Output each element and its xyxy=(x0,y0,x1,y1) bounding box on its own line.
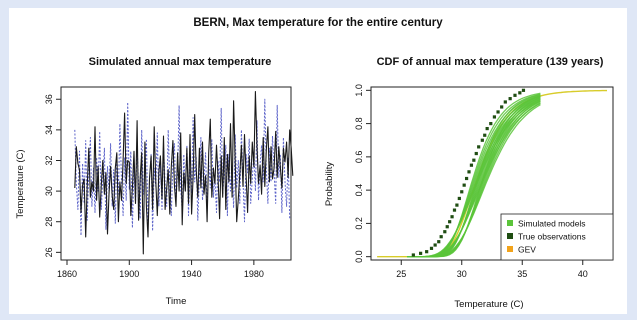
time-series-chart: Simulated annual max temperature Time Te… xyxy=(15,56,294,307)
observation-point xyxy=(518,91,522,95)
x-tick-label: 40 xyxy=(578,269,588,279)
figure-panel: BERN, Max temperature for the entire cen… xyxy=(9,8,627,314)
left-chart-title: Simulated annual max temperature xyxy=(89,56,272,68)
x-tick-label: 30 xyxy=(457,269,467,279)
observation-point xyxy=(480,138,484,142)
observation-point xyxy=(448,220,452,224)
x-tick-label: 25 xyxy=(396,269,406,279)
y-tick-label: 0.4 xyxy=(354,184,364,197)
y-tick-label: 0.6 xyxy=(354,151,364,164)
simulated-model-cdf xyxy=(407,102,541,258)
left-plot-area: 26 28 30 32 34 36 1860 1900 1940 1980 xyxy=(44,91,294,279)
right-chart-xlabel: Temperature (C) xyxy=(454,299,523,310)
x-tick-label: 1900 xyxy=(119,269,139,279)
x-tick-label: 1980 xyxy=(244,269,264,279)
observation-point xyxy=(433,243,437,247)
series-line-simulated xyxy=(74,91,294,255)
legend-box xyxy=(500,213,614,261)
observation-point xyxy=(437,240,441,244)
observation-point xyxy=(489,121,493,126)
y-tick-label: 0.8 xyxy=(354,117,364,130)
observation-point xyxy=(469,163,474,167)
right-chart-title: CDF of annual max temperature (139 years… xyxy=(377,56,604,68)
legend: Simulated models True observations GEV xyxy=(500,213,614,261)
x-tick-label: 35 xyxy=(517,269,527,279)
y-tick-label: 26 xyxy=(44,247,54,257)
legend-label-observations: True observations xyxy=(518,232,586,242)
y-tick-label: 0.2 xyxy=(354,217,364,230)
legend-marker-observations xyxy=(507,233,513,239)
legend-marker-simulated xyxy=(507,220,513,226)
observation-point xyxy=(455,203,459,207)
y-tick-label: 34 xyxy=(44,125,54,135)
observation-point xyxy=(419,251,423,255)
figure-svg: BERN, Max temperature for the entire cen… xyxy=(15,17,614,310)
cdf-chart: CDF of annual max temperature (139 years… xyxy=(324,56,614,310)
legend-label-simulated: Simulated models xyxy=(518,219,586,229)
y-tick-label: 32 xyxy=(44,155,54,165)
observation-point xyxy=(462,183,466,187)
observation-point xyxy=(439,235,443,239)
observation-point xyxy=(443,230,447,234)
observation-point xyxy=(477,145,481,149)
observation-point xyxy=(485,126,489,131)
observation-point xyxy=(513,93,517,97)
observation-point xyxy=(508,97,512,101)
y-tick-label: 1.0 xyxy=(354,84,364,97)
x-tick-label: 1860 xyxy=(57,269,77,279)
observation-point xyxy=(450,215,454,219)
right-chart-ylabel: Probability xyxy=(324,162,335,207)
observation-point xyxy=(496,110,500,114)
observation-point xyxy=(521,88,526,92)
legend-marker-gev xyxy=(507,246,513,252)
observation-point xyxy=(467,170,471,174)
observation-point xyxy=(483,133,487,137)
y-tick-label: 30 xyxy=(44,186,54,196)
figure-title: BERN, Max temperature for the entire cen… xyxy=(193,17,443,29)
y-tick-label: 0.0 xyxy=(354,250,364,263)
observation-point xyxy=(492,115,497,119)
observation-point xyxy=(425,250,429,254)
observation-point xyxy=(500,105,504,109)
observation-point xyxy=(445,225,449,229)
observation-point xyxy=(472,158,476,162)
legend-label-gev: GEV xyxy=(518,245,536,255)
right-plot-box xyxy=(370,86,614,261)
y-tick-label: 28 xyxy=(44,217,54,227)
observation-point xyxy=(457,196,461,201)
x-tick-label: 1940 xyxy=(182,269,202,279)
y-tick-label: 36 xyxy=(44,94,54,104)
right-plot-area: 0.0 0.2 0.4 0.6 0.8 1.0 25 30 35 40 xyxy=(354,84,607,279)
observation-point xyxy=(464,176,469,181)
observation-point xyxy=(460,190,464,194)
observation-point xyxy=(411,253,415,257)
observation-point xyxy=(452,208,457,212)
left-chart-ylabel: Temperature (C) xyxy=(15,149,26,218)
observation-point xyxy=(429,246,434,250)
observation-point xyxy=(474,151,478,156)
left-chart-xlabel: Time xyxy=(166,296,187,307)
observation-point xyxy=(503,100,507,104)
left-plot-box xyxy=(60,86,292,261)
